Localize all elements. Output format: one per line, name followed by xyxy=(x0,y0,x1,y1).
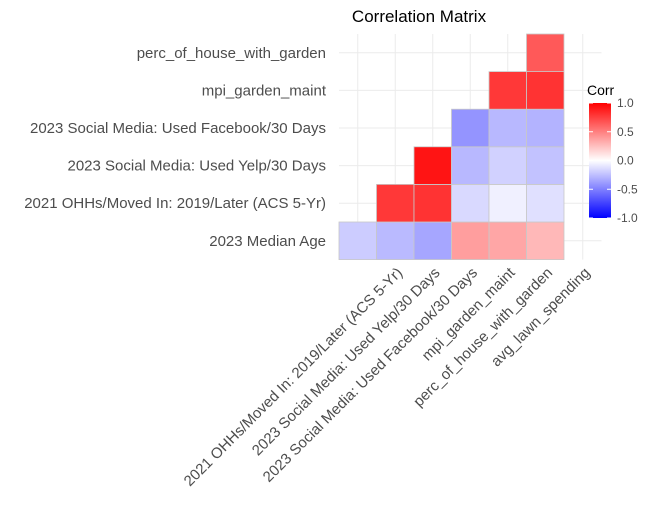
legend-tick-label: 0.5 xyxy=(617,125,634,139)
heatmap-cell xyxy=(376,221,415,260)
legend-tick-label: 0.0 xyxy=(617,154,634,168)
heatmap-cell xyxy=(413,183,452,223)
color-legend: Corr 1.0 0.5 0.0 -0.5 -1.0 xyxy=(587,82,638,225)
heatmap-cell xyxy=(451,146,490,185)
y-tick-label: 2023 Social Media: Used Yelp/30 Days xyxy=(67,158,326,175)
heatmap-cell xyxy=(376,183,415,223)
heatmap-cell xyxy=(526,146,565,185)
heatmap-cell xyxy=(488,146,527,185)
y-tick-label: perc_of_house_with_garden xyxy=(137,45,326,62)
heatmap-cell xyxy=(488,108,527,148)
heatmap-cell xyxy=(526,33,565,72)
y-tick-label: mpi_garden_maint xyxy=(202,82,327,99)
heatmap-cell xyxy=(526,221,565,260)
legend-colorbar xyxy=(589,103,611,218)
heatmap-cell xyxy=(488,221,527,260)
heatmap-cell xyxy=(488,71,527,110)
heatmap-cell xyxy=(451,183,490,223)
heatmap-cell xyxy=(488,183,527,223)
heatmap-cell xyxy=(338,221,377,260)
heatmap-cell xyxy=(526,108,565,148)
heatmap-cell xyxy=(413,146,452,185)
legend-tick-label: -1.0 xyxy=(617,211,638,225)
heatmap-cells xyxy=(338,33,565,260)
legend-tick-label: -0.5 xyxy=(617,182,638,196)
chart-title: Correlation Matrix xyxy=(352,7,487,26)
x-axis-labels: 2021 OHHs/Moved In: 2019/Later (ACS 5-Yr… xyxy=(181,264,594,490)
x-tick-label: 2023 Social Media: Used Yelp/30 Days xyxy=(249,264,444,459)
y-tick-label: 2023 Social Media: Used Facebook/30 Days xyxy=(30,120,326,137)
y-tick-label: 2023 Median Age xyxy=(209,233,326,250)
legend-title: Corr xyxy=(587,82,615,98)
heatmap-cell xyxy=(451,108,490,148)
y-tick-label: 2021 OHHs/Moved In: 2019/Later (ACS 5-Yr… xyxy=(24,195,326,212)
legend-ticks: 1.0 0.5 0.0 -0.5 -1.0 xyxy=(589,96,638,225)
heatmap-cell xyxy=(451,221,490,260)
legend-tick-label: 1.0 xyxy=(617,96,634,110)
y-axis-labels: 2023 Median Age 2021 OHHs/Moved In: 2019/… xyxy=(24,45,327,250)
heatmap-cell xyxy=(413,221,452,260)
heatmap-cell xyxy=(526,71,565,110)
heatmap-cell xyxy=(526,183,565,223)
